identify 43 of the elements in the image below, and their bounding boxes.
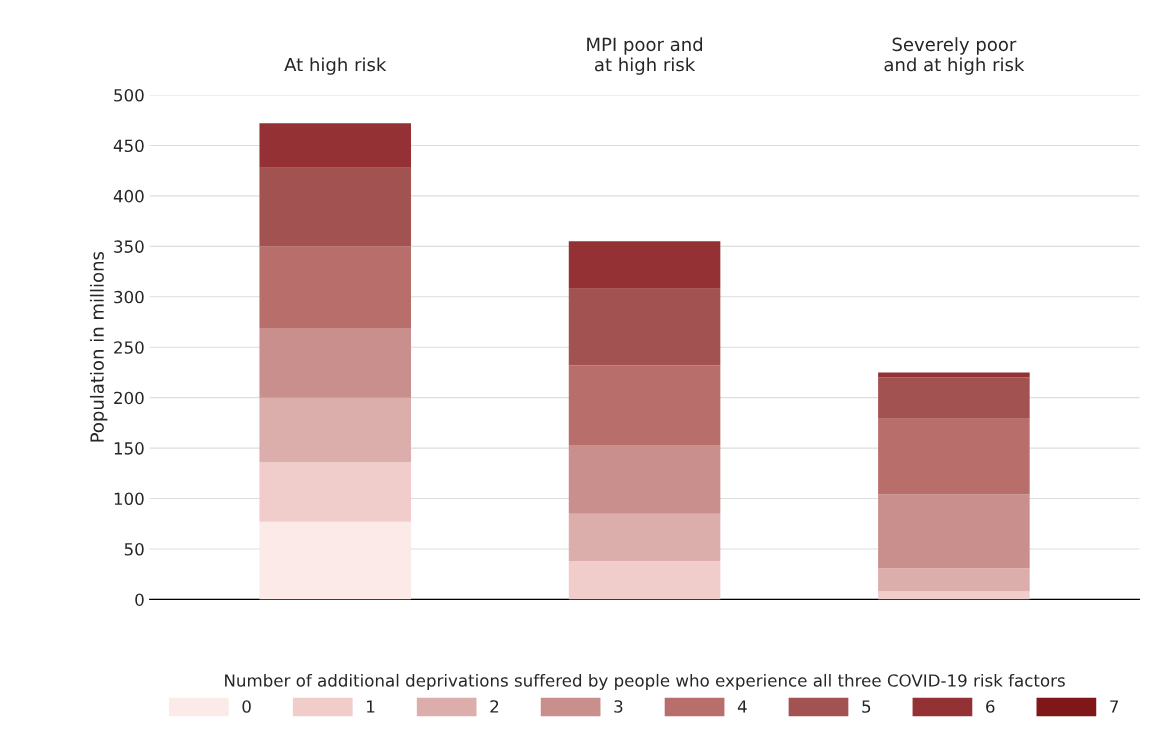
y-tick-label: 300 (114, 290, 144, 304)
bar (568, 561, 721, 600)
bar (568, 241, 721, 289)
legend-label: 4 (737, 700, 747, 713)
bar (568, 513, 721, 562)
bar (878, 418, 1030, 495)
legend-label: 7 (1110, 700, 1119, 713)
bar (259, 397, 412, 463)
legend-label: 3 (614, 700, 623, 713)
legend-label: 1 (367, 700, 375, 713)
bar (259, 462, 412, 522)
bar (259, 521, 412, 600)
y-tick-label: 500 (114, 88, 144, 102)
legend-label: 5 (862, 700, 871, 713)
bar (259, 328, 412, 398)
bar (568, 288, 721, 366)
y-tick-label: 400 (113, 189, 144, 203)
x-tick-label: Severely poor and at high risk (884, 37, 1025, 75)
legend-title: Number of additional deprivations suffered by people who experience all three COVID-19 risk factors (225, 673, 1065, 691)
x-tick-label: At high risk (284, 57, 387, 75)
bar (878, 377, 1030, 419)
bar (259, 246, 412, 329)
y-tick-label: 0 (135, 593, 144, 606)
y-tick-label: 350 (114, 240, 144, 253)
bar (878, 494, 1030, 569)
bar (259, 167, 412, 247)
y-tick-label: 50 (124, 542, 144, 556)
y-axis-title: Population in millions (89, 251, 108, 442)
x-tick-label: MPI poor and at high risk (587, 37, 703, 75)
bar (878, 591, 1030, 600)
y-tick-label: 100 (114, 492, 144, 506)
y-tick-label: 450 (113, 139, 144, 153)
legend-label: 0 (242, 700, 251, 713)
bar (259, 123, 412, 168)
legend-label: 2 (490, 700, 499, 713)
legend-label: 6 (986, 700, 995, 713)
y-tick-label: 150 (114, 442, 144, 455)
bar (878, 568, 1030, 592)
y-tick-label: 250 (114, 341, 144, 354)
bar (878, 372, 1030, 378)
bar (568, 365, 721, 446)
y-tick-label: 200 (114, 391, 144, 405)
bar (568, 445, 721, 514)
